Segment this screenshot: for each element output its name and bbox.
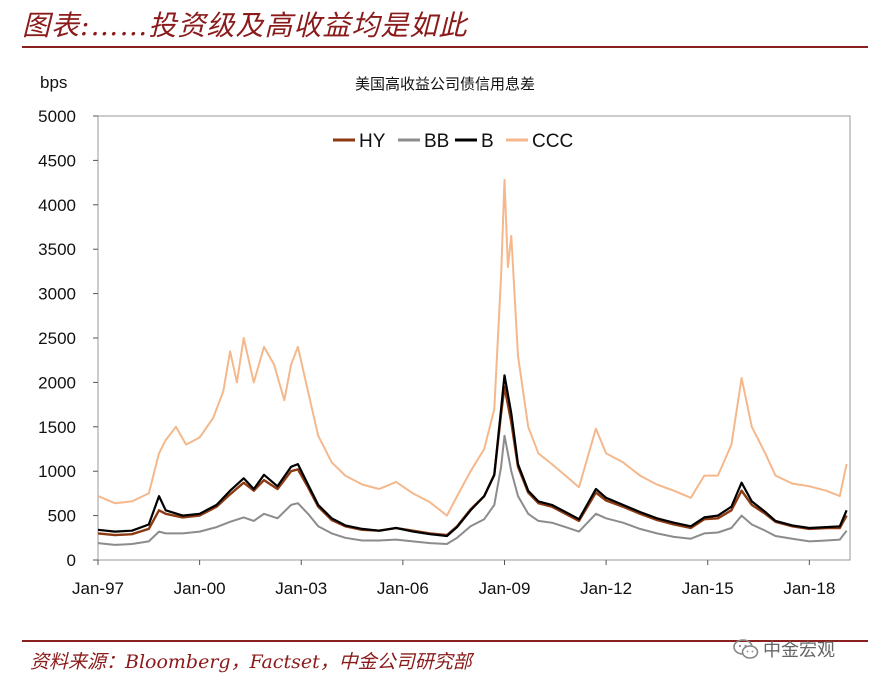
y-tick-label: 0 bbox=[67, 551, 76, 570]
x-axis: Jan-97 Jan-00 Jan-03 Jan-06 Jan-09 Jan-12 Jan-… bbox=[72, 560, 835, 598]
x-tick-label: Jan-15 bbox=[682, 579, 734, 598]
watermark: 中金宏观 bbox=[733, 636, 835, 662]
y-axis-label: bps bbox=[40, 73, 67, 92]
header-divider bbox=[22, 46, 868, 48]
series-line-b bbox=[97, 374, 848, 538]
legend: HY BB B CCC bbox=[333, 131, 573, 152]
y-tick-label: 3000 bbox=[38, 285, 76, 304]
page-title: 图表:……投资级及高收益均是如此 bbox=[22, 9, 468, 42]
series-layer bbox=[97, 178, 848, 546]
y-tick-label: 1500 bbox=[38, 418, 76, 437]
x-tick-label: Jan-09 bbox=[478, 579, 530, 598]
y-tick-label: 1000 bbox=[38, 462, 76, 481]
wechat-icon bbox=[733, 639, 759, 659]
y-tick-label: 500 bbox=[48, 507, 76, 526]
x-tick-label: Jan-18 bbox=[783, 579, 835, 598]
source-note: 资料来源：Bloomberg，Factset，中金公司研究部 bbox=[30, 651, 472, 673]
series-line-ccc bbox=[97, 178, 848, 517]
legend-label-bb: BB bbox=[424, 131, 449, 152]
series-line-bb bbox=[97, 434, 848, 546]
legend-label-hy: HY bbox=[359, 131, 386, 152]
watermark-text: 中金宏观 bbox=[763, 640, 835, 661]
y-tick-label: 2500 bbox=[38, 329, 76, 348]
line-chart: 美国高收益公司债信用息差 bps 0 500 1000 1500 2000 2500 300… bbox=[38, 73, 851, 598]
y-tick-label: 3500 bbox=[38, 240, 76, 259]
x-tick-label: Jan-12 bbox=[580, 579, 632, 598]
y-axis: 0 500 1000 1500 2000 2500 3000 3500 4000 4500 5000 bbox=[38, 107, 98, 570]
x-tick-label: Jan-06 bbox=[377, 579, 429, 598]
x-tick-label: Jan-03 bbox=[275, 579, 327, 598]
y-tick-label: 4500 bbox=[38, 151, 76, 170]
y-tick-label: 5000 bbox=[38, 107, 76, 126]
x-tick-label: Jan-97 bbox=[72, 579, 124, 598]
legend-label-b: B bbox=[481, 131, 494, 152]
y-tick-label: 4000 bbox=[38, 196, 76, 215]
footer-divider bbox=[22, 640, 868, 642]
x-tick-label: Jan-00 bbox=[174, 579, 226, 598]
legend-label-ccc: CCC bbox=[532, 131, 573, 152]
chart-title: 美国高收益公司债信用息差 bbox=[355, 75, 535, 93]
series-line-hy bbox=[97, 385, 848, 537]
y-tick-label: 2000 bbox=[38, 373, 76, 392]
